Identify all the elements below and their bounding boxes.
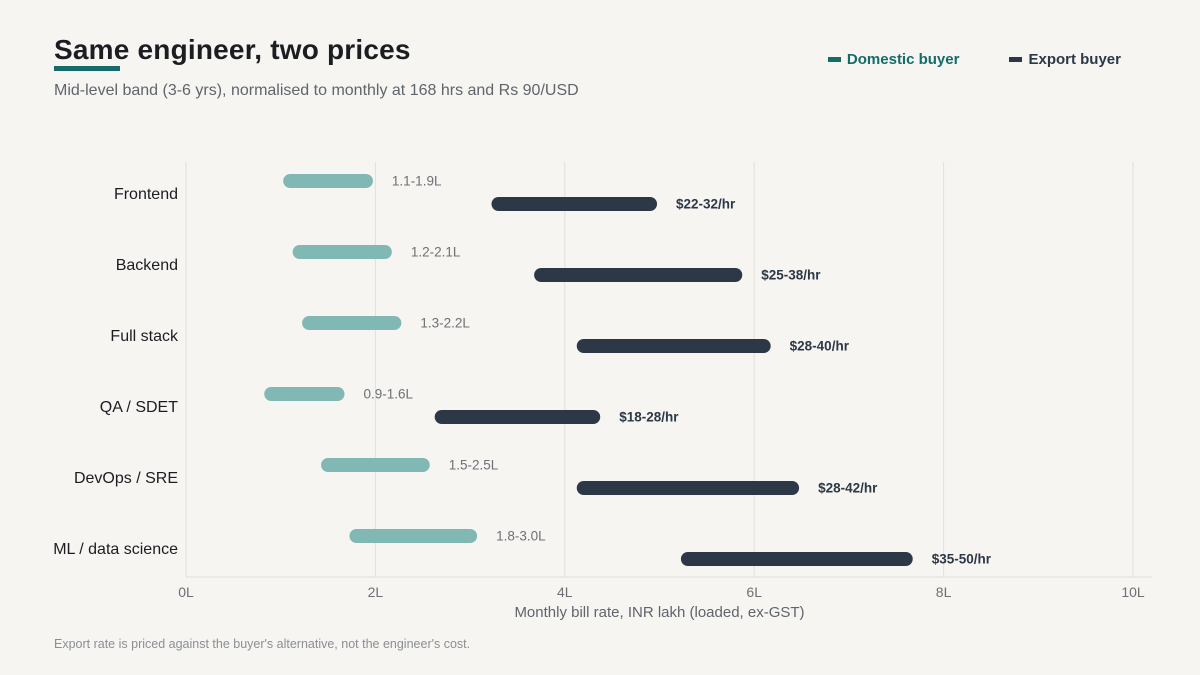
- category-label: QA / SDET: [100, 399, 178, 416]
- export-range-label: $28-40/hr: [790, 339, 850, 354]
- domestic-range-label: 0.9-1.6L: [364, 387, 414, 402]
- legend-item-domestic: Domestic buyer: [827, 51, 960, 68]
- domestic-range-label: 1.5-2.5L: [449, 458, 499, 473]
- export-range-label: $35-50/hr: [932, 552, 992, 567]
- x-axis-label: Monthly bill rate, INR lakh (loaded, ex-…: [514, 604, 804, 621]
- domestic-range-label: 1.3-2.2L: [420, 316, 470, 331]
- chart-subtitle: Mid-level band (3-6 yrs), normalised to …: [54, 82, 579, 99]
- export-range-label: $22-32/hr: [676, 197, 736, 212]
- footnote: Export rate is priced against the buyer'…: [54, 637, 471, 651]
- legend-swatch-domestic: [827, 57, 841, 62]
- chart-title: Same engineer, two prices: [54, 34, 411, 65]
- category-label: Backend: [116, 257, 178, 274]
- domestic-range-label: 1.1-1.9L: [392, 174, 442, 189]
- export-range-label: $28-42/hr: [818, 481, 878, 496]
- export-range-label: $25-38/hr: [761, 268, 821, 283]
- category-label: Frontend: [114, 186, 178, 203]
- category-label: DevOps / SRE: [74, 470, 178, 487]
- category-label: ML / data science: [53, 541, 178, 558]
- x-tick-label: 0L: [178, 584, 194, 600]
- domestic-range-label: 1.2-2.1L: [411, 245, 461, 260]
- x-tick-label: 4L: [557, 584, 573, 600]
- export-range-label: $18-28/hr: [619, 410, 679, 425]
- legend-item-export: Export buyer: [1009, 51, 1121, 68]
- x-tick-label: 8L: [936, 584, 952, 600]
- legend: Domestic buyer Export buyer: [827, 51, 1121, 68]
- category-label: Full stack: [110, 328, 179, 345]
- x-tick-label: 2L: [368, 584, 384, 600]
- title-accent-bar: [54, 66, 120, 71]
- legend-label-export: Export buyer: [1028, 51, 1121, 68]
- x-tick-label: 6L: [746, 584, 762, 600]
- legend-swatch-export: [1009, 57, 1023, 62]
- x-tick-label: 10L: [1121, 584, 1145, 600]
- domestic-range-label: 1.8-3.0L: [496, 529, 546, 544]
- legend-label-domestic: Domestic buyer: [846, 51, 960, 68]
